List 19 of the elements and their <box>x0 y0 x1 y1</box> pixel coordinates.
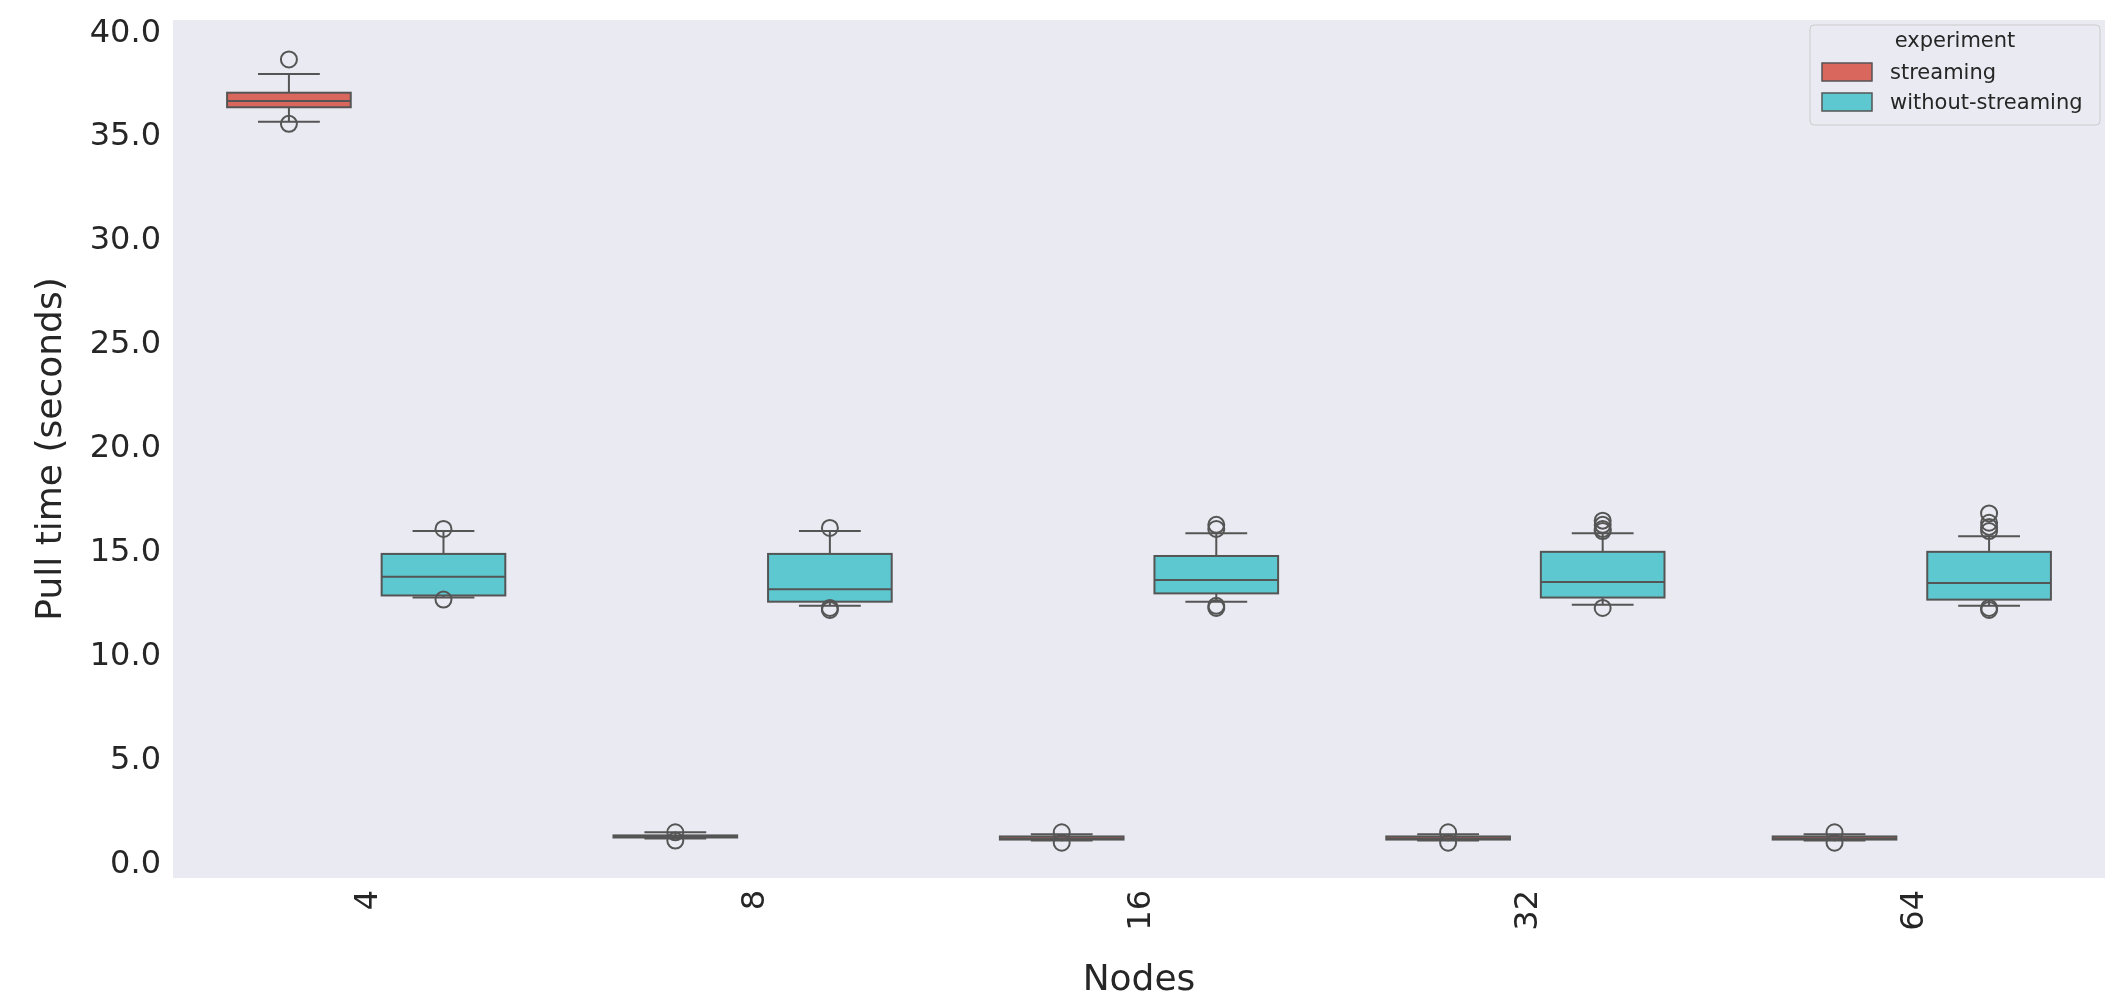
y-tick-label: 10.0 <box>89 634 161 673</box>
y-tick-label: 35.0 <box>89 115 161 154</box>
x-tick-label: 64 <box>1893 890 1931 931</box>
legend-title: experiment <box>1894 28 2016 52</box>
y-tick-label: 30.0 <box>89 219 161 258</box>
x-tick-label: 32 <box>1506 890 1545 931</box>
x-tick-label: 8 <box>733 890 772 911</box>
x-tick-label: 16 <box>1120 890 1159 931</box>
y-tick-label: 40.0 <box>89 11 161 50</box>
y-tick-label: 20.0 <box>89 427 161 466</box>
x-tick-label: 4 <box>347 890 386 911</box>
y-tick-label: 5.0 <box>110 738 161 777</box>
y-tick-label: 0.0 <box>110 842 161 881</box>
legend-label: streaming <box>1890 60 1997 85</box>
legend-label: without-streaming <box>1890 90 2083 115</box>
x-axis-title: Nodes <box>1082 957 1196 998</box>
y-axis-title: Pull time (seconds) <box>27 277 69 621</box>
y-tick-label: 15.0 <box>89 530 161 569</box>
y-tick-label: 25.0 <box>89 323 161 362</box>
